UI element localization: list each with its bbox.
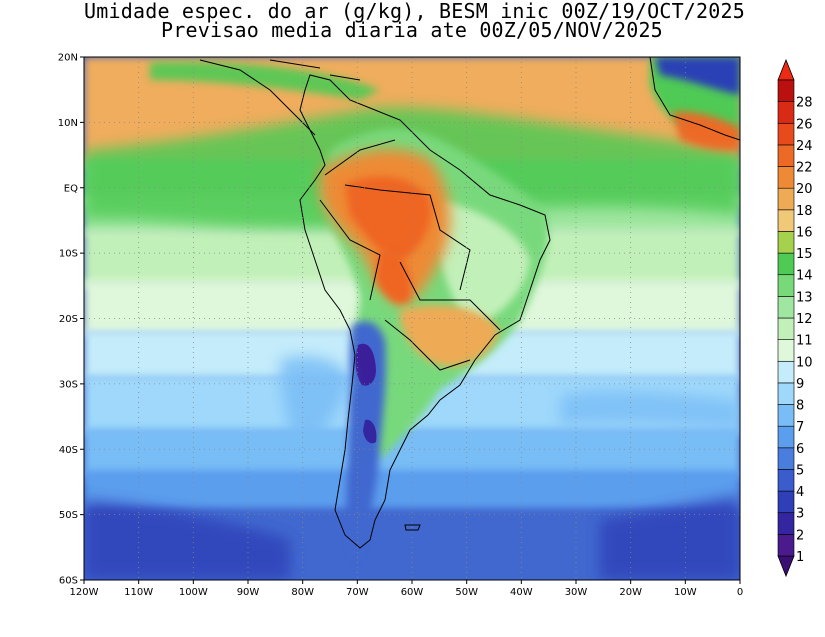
lat-tick-label: 30S — [59, 379, 78, 390]
colorbar-segment — [777, 296, 795, 319]
caribbean-islands — [269, 59, 361, 81]
colorbar-level-label: 13 — [796, 290, 813, 305]
colorbar-segment — [777, 187, 795, 211]
lat-tick-label: 20S — [59, 314, 78, 325]
field-atlantic-dry-tongue — [560, 390, 740, 430]
map-title: Umidade espec. do ar (g/kg), BESM inic 0… — [84, 0, 746, 42]
title-line-2: Previsao media diaria ate 00Z/05/NOV/202… — [161, 18, 663, 42]
colorbar-level-label: 15 — [796, 247, 813, 262]
colorbar-segment — [777, 469, 795, 492]
colorbar-segment — [777, 209, 795, 232]
colorbar-level-label: 16 — [796, 225, 813, 240]
colorbar-segment — [777, 490, 795, 514]
colorbar-level-label: 1 — [796, 550, 804, 565]
brazil-internal-borders — [344, 184, 501, 371]
colorbar-segment — [777, 144, 795, 167]
field-sahel-dry — [655, 57, 740, 95]
colorbar-level-label: 3 — [796, 507, 804, 522]
colorbar-level-label: 20 — [796, 182, 813, 197]
lon-tick-label: 40W — [510, 587, 533, 598]
south-america-coast — [299, 74, 551, 549]
colorbar-level-label: 5 — [796, 463, 804, 478]
colorbar-segment — [777, 101, 795, 124]
lat-tick-label: 40S — [59, 445, 78, 456]
colorbar-level-label: 6 — [796, 442, 804, 457]
lon-tick-label: 110W — [124, 587, 153, 598]
colorbar-segment — [777, 339, 795, 362]
lon-tick-label: 60W — [401, 587, 424, 598]
lon-tick-label: 20W — [619, 587, 642, 598]
field-atacama-driest — [355, 343, 376, 386]
falklands — [404, 524, 421, 531]
lat-tick-label: 60S — [59, 576, 78, 587]
lon-tick-label: 120W — [70, 587, 99, 598]
field-andes-dry — [346, 321, 386, 560]
central-america-coast — [199, 59, 316, 136]
lon-tick-label: 100W — [179, 587, 208, 598]
colorbar-segment — [777, 231, 795, 254]
latitude-axis: 20N 10N EQ 10S 20S 30S 40S 50S 60S — [58, 53, 84, 587]
colorbar-segment — [777, 404, 795, 427]
coastlines — [199, 57, 740, 549]
title-line-1: Umidade espec. do ar (g/kg), BESM inic 0… — [84, 0, 746, 23]
colorbar-level-label: 28 — [796, 96, 813, 111]
colorbar-segment — [777, 252, 795, 276]
colorbar-segment — [777, 425, 795, 449]
colorbar-level-label: 8 — [796, 399, 804, 414]
colorbar-level-label: 12 — [796, 312, 813, 327]
lon-tick-label: 0 — [737, 587, 743, 598]
field-southeast-brazil — [400, 305, 500, 367]
lon-tick-label: 50W — [455, 587, 478, 598]
africa-coast — [649, 57, 740, 141]
field-pacific-moist — [150, 61, 380, 100]
colorbar-level-label: 14 — [796, 269, 813, 284]
colorbar-segment — [777, 382, 795, 405]
colorbar-segment — [777, 122, 795, 146]
colorbar-segment — [777, 447, 795, 470]
lon-tick-label: 70W — [346, 587, 369, 598]
colorbar-level-label: 4 — [796, 485, 804, 500]
colorbar-level-label: 9 — [796, 377, 804, 392]
colorbar-level-label: 7 — [796, 420, 804, 435]
colorbar-segment — [777, 360, 795, 384]
colorbar-arrow-high — [777, 58, 795, 81]
colorbar-level-label: 24 — [796, 139, 813, 154]
field-bolivia-core — [375, 250, 411, 304]
lon-tick-label: 30W — [565, 587, 588, 598]
lat-tick-label: 10N — [58, 118, 78, 129]
field-northeast-brazil-dry — [430, 200, 530, 330]
colorbar-level-label: 10 — [796, 355, 813, 370]
graticule — [84, 57, 740, 580]
lon-tick-label: 10W — [674, 587, 697, 598]
field-pacific-dry-tongue — [280, 356, 350, 460]
lat-tick-label: 20N — [58, 53, 78, 64]
colorbar-arrow-low — [777, 555, 795, 578]
longitude-axis: 120W 110W 100W 90W 80W 70W 60W 50W 40W 30W 20W 10W 0 — [70, 580, 743, 598]
colorbar-level-label: 18 — [796, 204, 813, 219]
lat-tick-label: 50S — [59, 510, 78, 521]
lat-tick-label: EQ — [64, 183, 78, 194]
colorbar-level-label: 22 — [796, 161, 813, 176]
colorbar-level-label: 26 — [796, 117, 813, 132]
field-southern-atlantic-dry — [600, 495, 740, 580]
lon-tick-label: 90W — [237, 587, 260, 598]
colorbar-segment — [777, 534, 795, 557]
colorbar-level-label: 2 — [796, 528, 804, 543]
colorbar-segment — [777, 79, 795, 102]
lat-tick-label: 10S — [59, 249, 78, 260]
colorbar-segment — [777, 317, 795, 340]
field-amazon-core — [345, 176, 431, 262]
colorbar-segment — [777, 274, 795, 297]
colorbar-segment — [777, 166, 795, 189]
field-patagonia-dry — [363, 419, 377, 444]
andean-borders — [319, 139, 396, 301]
lon-tick-label: 80W — [291, 587, 314, 598]
colorbar-level-label: 11 — [796, 334, 813, 349]
field-southern-pacific-dry — [84, 500, 290, 580]
colorbar-segment — [777, 512, 795, 535]
